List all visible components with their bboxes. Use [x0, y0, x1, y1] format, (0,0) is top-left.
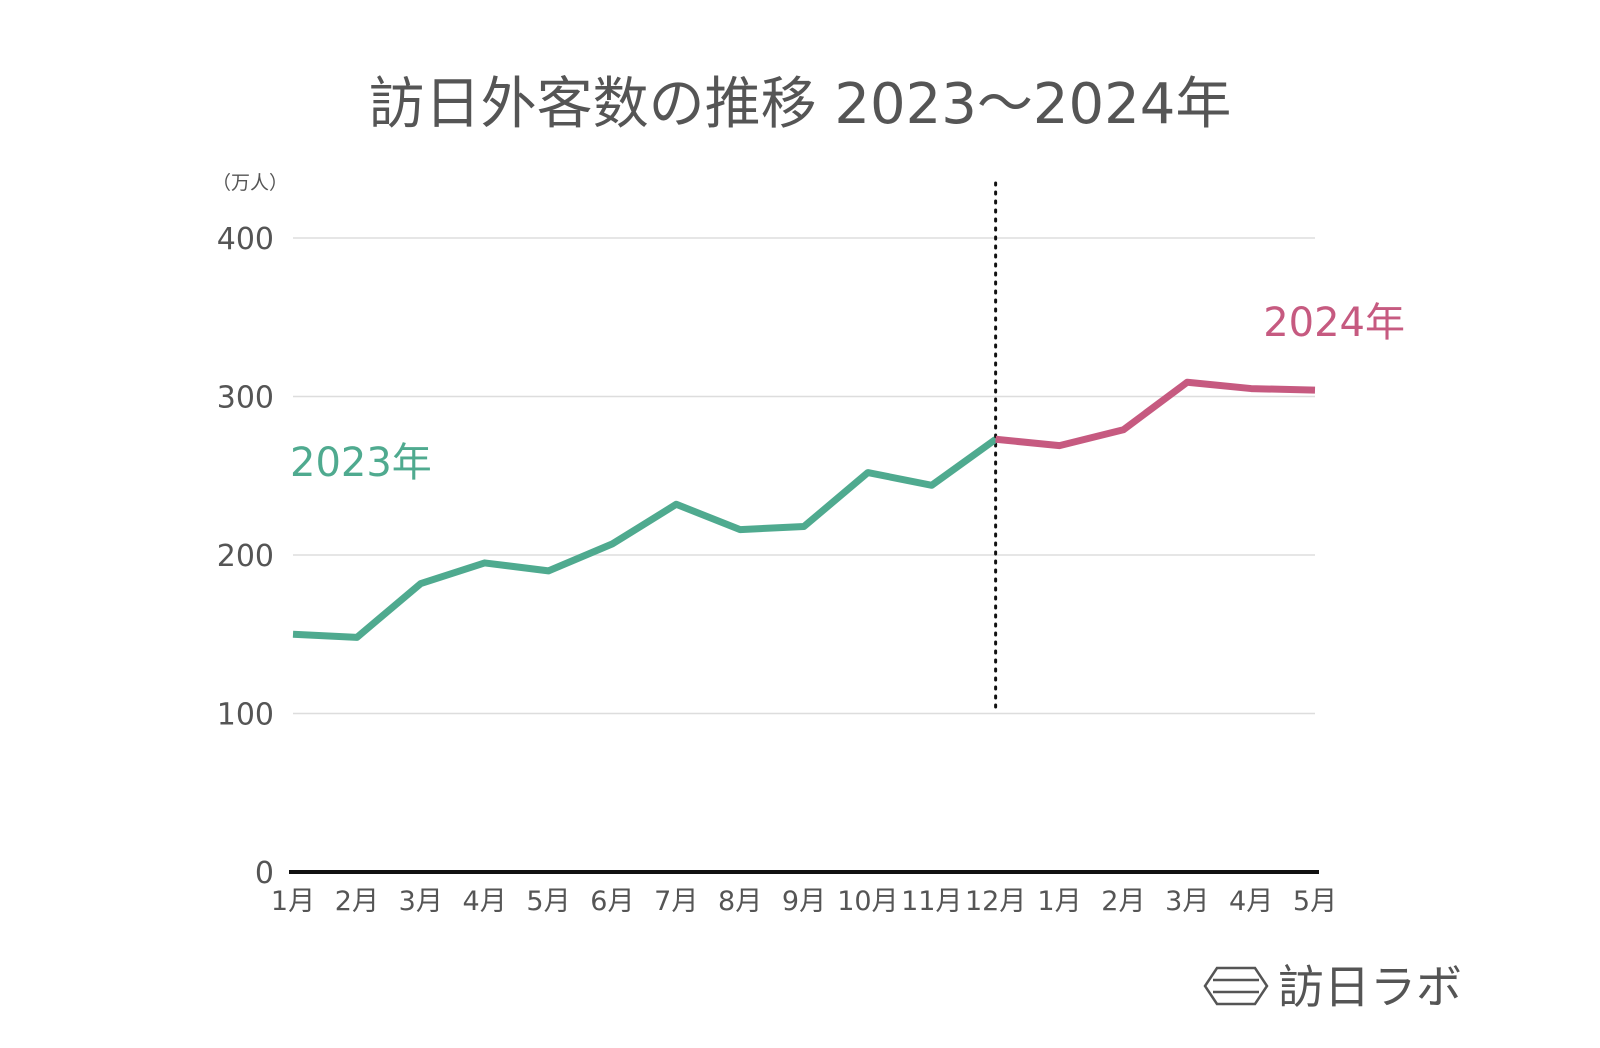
x-tick-label: 12月 [965, 886, 1026, 917]
x-tick-label: 5月 [526, 886, 570, 917]
y-axis-unit: （万人） [212, 172, 288, 194]
x-tick-label: 1月 [271, 886, 315, 917]
x-tick-label: 4月 [1229, 886, 1273, 917]
chart-title: 訪日外客数の推移 2023〜2024年 [369, 72, 1232, 137]
x-tick-label: 11月 [901, 886, 962, 917]
x-tick-label: 2月 [1101, 886, 1145, 917]
x-tick-label: 10月 [837, 886, 898, 917]
y-tick-label: 300 [217, 381, 274, 416]
x-tick-label: 8月 [718, 886, 762, 917]
x-tick-label: 4月 [463, 886, 507, 917]
series-line-2024年 [995, 378, 1316, 450]
y-tick-label: 0 [255, 856, 274, 891]
x-tick-label: 3月 [1165, 886, 1209, 917]
x-tick-label: 9月 [782, 886, 826, 917]
y-axis-ticks: 0 100 200 300 400 [217, 222, 274, 891]
logo: 訪日ラボ [1203, 960, 1462, 1014]
x-tick-label: 7月 [654, 886, 698, 917]
y-tick-label: 100 [217, 698, 274, 733]
x-axis-ticks: 1月 2月 3月 4月 5月 6月 7月 8月 9月 10月 11月 12月 1月 2月 3月 4月 5月 [271, 886, 1337, 917]
series-group [292, 378, 1316, 641]
series-label-2024: 2024年 [1263, 300, 1405, 346]
x-tick-label: 1月 [1037, 886, 1081, 917]
y-tick-label: 200 [217, 539, 274, 574]
x-tick-label: 3月 [399, 886, 443, 917]
x-tick-label: 6月 [590, 886, 634, 917]
series-label-2023: 2023年 [290, 440, 432, 486]
logo-icon [1203, 966, 1269, 1006]
x-tick-label: 2月 [335, 886, 379, 917]
x-tick-label: 5月 [1293, 886, 1337, 917]
gridlines [293, 237, 1315, 715]
y-tick-label: 400 [217, 222, 274, 257]
logo-text: 訪日ラボ [1278, 960, 1462, 1014]
series-line-2023年 [292, 436, 998, 641]
